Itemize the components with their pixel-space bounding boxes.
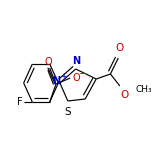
Text: CH₃: CH₃ xyxy=(136,85,152,95)
Text: O: O xyxy=(115,43,123,53)
Text: F: F xyxy=(17,97,22,107)
Text: N: N xyxy=(72,56,80,66)
Text: O: O xyxy=(73,73,80,83)
Text: +: + xyxy=(60,72,66,81)
Text: −: − xyxy=(79,69,87,79)
Text: N: N xyxy=(52,76,60,86)
Text: O: O xyxy=(121,90,129,100)
Text: O: O xyxy=(44,57,52,67)
Text: S: S xyxy=(64,107,71,117)
